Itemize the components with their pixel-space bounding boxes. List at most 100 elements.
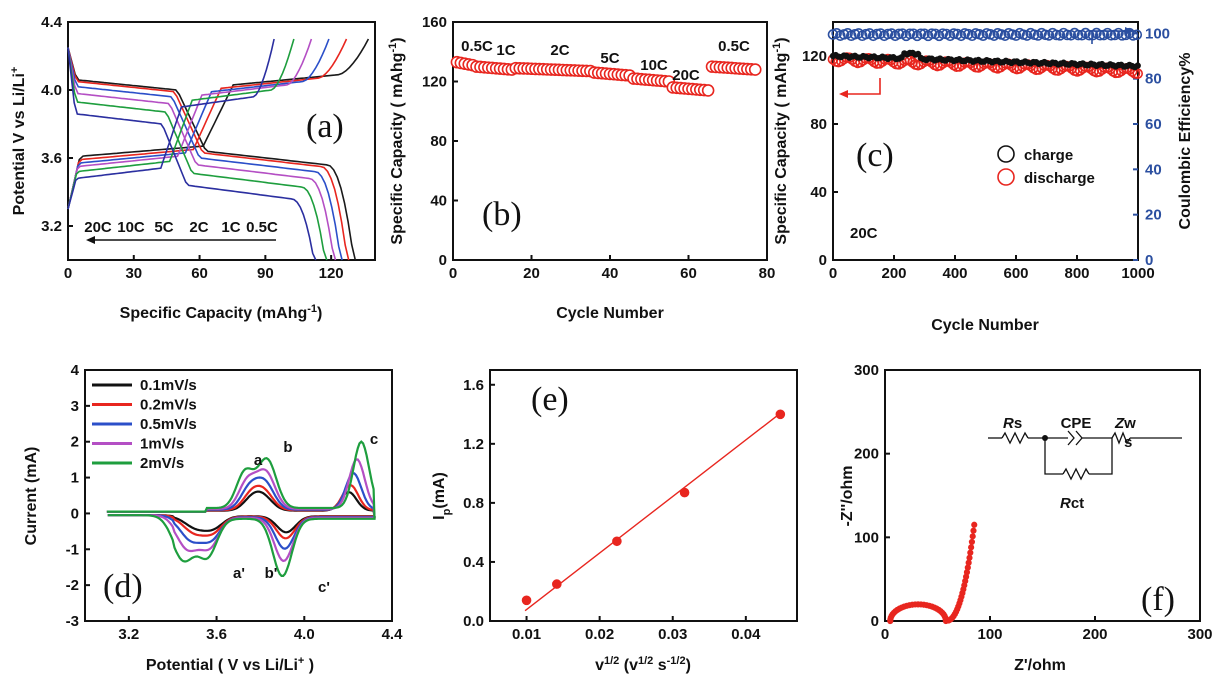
panel-c-efficiency-point: [1131, 29, 1143, 41]
panel-c-efficiency-point: [882, 28, 894, 40]
panel-b-data-point: [748, 63, 762, 76]
panel-d-peak-label: a': [233, 565, 245, 582]
panel-b-y-tick-label: 40: [430, 193, 447, 210]
panel-b-y-tick-label: 120: [422, 74, 447, 91]
panel-e-y-tick-label: 0.8: [463, 495, 484, 512]
panel-a-discharge-curve-4: [67, 47, 328, 261]
panel-f-data-point: [965, 559, 972, 566]
panel-a-charge-curve-5: [67, 38, 275, 210]
panel-a-charge-curve-1: [67, 38, 348, 210]
panel-f-impedance: 0 100 200 300 0 100 200 300 s Rs CPE Zw Rct (f) Z'/ohm…: [839, 362, 1213, 674]
panel-e-x-tick-label: 0.03: [658, 626, 687, 643]
panel-a-discharge-curve-3: [67, 47, 337, 261]
panel-d-peak-label: b: [283, 439, 292, 456]
panel-d-legend-label-4: 2mV/s: [140, 455, 184, 472]
panel-b-x-tick-label: 60: [680, 265, 697, 282]
panel-d-label: (d): [103, 568, 143, 605]
panel-a-x-tick-label: 90: [257, 265, 274, 282]
panel-c-efficiency-point: [1050, 29, 1062, 41]
panel-b-rate-label: 2C: [550, 42, 569, 59]
panel-f-plot-frame: [884, 369, 1201, 622]
panel-d-y-tick-label: 4: [71, 362, 80, 379]
panel-b-x-axis-title: Cycle Number: [556, 305, 664, 322]
panel-e-peak-current: 0.01 0.02 0.03 0.04 0.0 0.4 0.8 1.2 1.6 (e) v1/2 (…: [431, 369, 798, 674]
panel-e-y-axis-title: Ip(mA): [431, 472, 453, 520]
panel-b-x-tick-label: 40: [602, 265, 619, 282]
panel-c-y-tick-label: 0: [819, 252, 827, 269]
panel-d-peak-label: c: [370, 431, 378, 448]
panel-f-x-tick-label: 200: [1082, 626, 1107, 643]
panel-e-fit-line: [524, 412, 782, 612]
panel-f-data-point: [968, 538, 976, 546]
panel-a-rate-label: 10C: [117, 219, 145, 236]
panel-e-data-point: [521, 595, 532, 606]
panel-c-x-axis-title: Cycle Number: [931, 317, 1039, 334]
panel-b-data-point: [701, 84, 715, 97]
panel-e-plot-frame: [489, 369, 798, 622]
panel-a-rate-label: 1C: [221, 219, 240, 236]
panel-f-circuit-label-rs: Rs: [1003, 415, 1022, 432]
panel-c-charge-point: [1134, 62, 1141, 69]
panel-a-rate-label: 5C: [154, 219, 173, 236]
panel-a-y-axis-title: Potential V vs Li/Li+: [9, 67, 28, 216]
panel-a-label: (a): [306, 108, 344, 145]
panel-c-efficiency-point: [937, 28, 949, 39]
panel-e-x-axis-title: v1/2 (v1/2 s-1/2): [595, 655, 691, 674]
panel-a-charge-curve-0: [67, 38, 370, 210]
panel-a-charge-curve-3: [67, 38, 313, 210]
panel-c-x-tick-label: 600: [1003, 265, 1028, 282]
panel-e-data-point: [679, 487, 690, 498]
panel-e-data-point: [612, 536, 622, 547]
panel-a-y-tick-label: 3.2: [41, 218, 62, 235]
panel-f-x-tick-label: 100: [977, 626, 1002, 643]
panel-a-y-tick-label: 4.4: [41, 14, 63, 31]
panel-c-legend-discharge: discharge: [1024, 170, 1095, 187]
panel-c-y2-tick-label: 100: [1145, 25, 1170, 42]
panel-e-data-point: [552, 579, 562, 589]
panel-c-x-tick-label: 0: [829, 265, 837, 282]
panel-e-y-tick-label: 0.4: [463, 554, 485, 571]
panel-a-charge-discharge: 0 30 60 90 120 3.2 3.6 4.0 4.4 20C 10C 5C 2C 1C 0.5C (a…: [9, 14, 376, 322]
panel-e-data-point: [775, 409, 786, 420]
panel-c-legend-marker-charge: [997, 145, 1015, 163]
panel-a-rate-arrow-head: [86, 236, 95, 244]
panel-a-x-tick-label: 30: [125, 265, 142, 282]
panel-c-efficiency-point: [1061, 29, 1073, 41]
panel-c-efficiency-point: [915, 28, 927, 40]
panel-f-warburg-element: [1111, 431, 1131, 445]
panel-f-data-point: [963, 569, 971, 576]
panel-d-y-tick-label: 3: [71, 398, 79, 415]
panel-f-y-tick-label: 0: [871, 613, 879, 630]
panel-d-y-tick-label: 1: [71, 470, 79, 487]
panel-c-legend-charge: charge: [1024, 147, 1073, 164]
panel-f-y-axis-title: -Z''/ohm: [839, 466, 856, 527]
panel-b-x-tick-label: 20: [523, 265, 540, 282]
panel-f-y-tick-label: 300: [854, 362, 879, 379]
panel-b-rate-label: 10C: [640, 57, 668, 74]
panel-e-x-tick-label: 0.04: [731, 626, 761, 643]
panel-e-x-tick-label: 0.01: [512, 626, 541, 643]
panel-c-y2-axis-title: Coulombic Efficiency%: [1177, 53, 1194, 230]
panel-c-x-tick-label: 400: [942, 265, 967, 282]
panel-d-plot-frame: [84, 369, 393, 622]
panel-c-y2-tick-label: 60: [1145, 116, 1162, 133]
panel-c-rate-label: 20C: [850, 225, 878, 242]
panel-c-efficiency-arrow-head: [1125, 27, 1134, 35]
panel-f-x-tick-label: 0: [881, 626, 889, 643]
panel-d-peak-label: b': [265, 565, 278, 582]
panel-c-y-tick-label: 120: [802, 48, 827, 65]
panel-f-data-point: [971, 521, 978, 528]
panel-d-x-tick-label: 4.4: [382, 626, 404, 643]
panel-f-y-tick-label: 200: [854, 446, 879, 463]
panel-f-data-point: [964, 564, 971, 571]
panel-c-efficiency-point: [948, 28, 960, 39]
panel-a-rate-label: 0.5C: [246, 219, 278, 236]
panel-c-efficiency-point: [893, 28, 905, 40]
panel-f-cpe-element: [1067, 430, 1083, 446]
panel-d-y-tick-label: -1: [66, 541, 79, 558]
panel-f-circuit-label-cpe: CPE: [1061, 415, 1092, 432]
panel-f-circuit-wire: [1044, 438, 1063, 475]
panel-b-x-tick-label: 80: [759, 265, 776, 282]
panel-b-y-axis-title: Specific Capacity ( mAhg-1): [387, 37, 406, 244]
